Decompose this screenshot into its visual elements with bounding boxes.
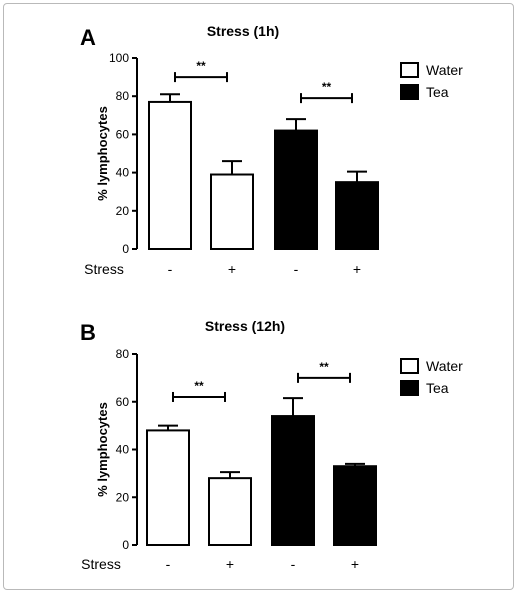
legend-swatch-tea bbox=[400, 84, 419, 100]
bar-water bbox=[208, 477, 252, 546]
y-tick-label: 0 bbox=[122, 538, 129, 552]
legend-label: Water bbox=[426, 358, 463, 374]
significance-label: ** bbox=[196, 59, 206, 73]
x-tick-label: + bbox=[226, 556, 234, 572]
bar-tea bbox=[333, 465, 377, 546]
x-tick-label: - bbox=[294, 261, 299, 277]
x-tick-label: - bbox=[166, 556, 171, 572]
x-tick-label: + bbox=[228, 261, 236, 277]
bar-tea bbox=[271, 415, 315, 547]
legend-swatch-water bbox=[400, 62, 419, 78]
x-tick-label: + bbox=[353, 261, 361, 277]
y-tick-label: 40 bbox=[116, 166, 130, 180]
y-tick-label: 60 bbox=[116, 395, 130, 409]
x-axis-label: Stress bbox=[84, 261, 124, 277]
bar-water bbox=[148, 100, 192, 251]
legend-label: Tea bbox=[426, 84, 449, 100]
y-tick-label: 20 bbox=[116, 204, 130, 218]
y-tick-label: 80 bbox=[116, 347, 130, 361]
x-tick-label: + bbox=[351, 556, 359, 572]
bar-tea bbox=[335, 181, 379, 250]
bar-water bbox=[146, 429, 190, 546]
panel-letter: A bbox=[80, 25, 96, 50]
panel-a: A Stress (1h) 0 20 40 60 80 100 % lymphocytes Str… bbox=[80, 23, 463, 277]
chart-title: Stress (12h) bbox=[205, 318, 285, 334]
y-tick-label: 40 bbox=[116, 443, 130, 457]
panel-letter: B bbox=[80, 320, 96, 345]
legend-label: Tea bbox=[426, 380, 449, 396]
significance-label: ** bbox=[322, 80, 332, 94]
x-tick-label: - bbox=[291, 556, 296, 572]
x-tick-label: - bbox=[168, 261, 173, 277]
legend-swatch-tea bbox=[400, 380, 419, 396]
legend-swatch-water bbox=[400, 358, 419, 374]
legend-label: Water bbox=[426, 62, 463, 78]
y-axis-label: % lymphocytes bbox=[95, 402, 110, 497]
y-tick-label: 60 bbox=[116, 127, 130, 141]
y-tick-label: 0 bbox=[122, 242, 129, 256]
y-tick-label: 100 bbox=[109, 51, 129, 65]
bar-water bbox=[210, 173, 254, 250]
significance-label: ** bbox=[194, 379, 204, 393]
panel-b: B Stress (12h) 0 20 40 60 80 % lymphocytes Stres… bbox=[80, 318, 463, 572]
chart-title: Stress (1h) bbox=[207, 23, 279, 39]
y-tick-label: 20 bbox=[116, 490, 130, 504]
y-axis-label: % lymphocytes bbox=[95, 106, 110, 201]
x-axis-label: Stress bbox=[81, 556, 121, 572]
significance-label: ** bbox=[319, 360, 329, 374]
bar-tea bbox=[274, 129, 318, 250]
figure-frame bbox=[3, 3, 514, 590]
y-tick-label: 80 bbox=[116, 89, 130, 103]
